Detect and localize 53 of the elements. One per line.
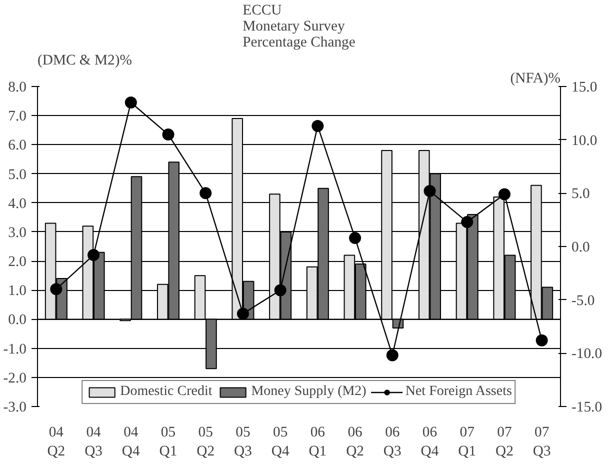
x-tick-label: 05 Q1 — [159, 424, 178, 460]
y-tick-label: 0.0 — [8, 312, 27, 328]
y2-tick-label: 15.0 — [572, 80, 598, 96]
x-tick-label: 07 Q1 — [458, 424, 476, 460]
y2-tick-label: 5.0 — [572, 186, 590, 202]
point — [461, 216, 474, 228]
y-tick-label: 2.0 — [8, 254, 27, 270]
y2-tick-label: -5.0 — [572, 292, 595, 309]
point — [200, 187, 212, 200]
y-tick-label: 3.0 — [8, 224, 27, 241]
point — [274, 284, 286, 296]
y-axis-title: (DMC & M2)% — [38, 52, 132, 68]
point — [88, 249, 100, 262]
x-tick-label: 04 Q4 — [122, 424, 141, 460]
x-tick-label: 06 Q2 — [346, 424, 364, 460]
legend-label: Net Foreign Assets — [405, 384, 512, 400]
point — [162, 128, 174, 140]
y-tick-label: -2.0 — [3, 370, 26, 386]
y-tick-label: -1.0 — [3, 341, 26, 358]
chart-title: ECCU Monetary Survey Percentage Change — [242, 2, 356, 50]
y-tick-label: 8.0 — [8, 80, 27, 96]
point — [236, 308, 249, 320]
x-tick-label: 05 Q4 — [271, 424, 290, 460]
y2-tick-label: -15.0 — [572, 400, 602, 416]
legend-label: Domestic Credit — [120, 384, 212, 400]
x-tick-label: 05 Q3 — [234, 424, 252, 460]
point — [498, 188, 510, 200]
point — [124, 96, 137, 108]
point — [312, 120, 324, 132]
point — [50, 283, 62, 296]
y-tick-label: 4.0 — [8, 196, 27, 212]
y-tick-label: 1.0 — [8, 283, 27, 300]
point — [424, 185, 436, 198]
y2-tick-label: 10.0 — [572, 132, 598, 149]
x-tick-label: 06 Q1 — [308, 424, 327, 460]
x-tick-label: 07 Q3 — [532, 424, 551, 460]
y2-axis-title: (NFA)% — [510, 70, 560, 86]
y2-tick-label: -10.0 — [572, 346, 602, 362]
y2-tick-label: 0.0 — [572, 240, 590, 256]
point — [536, 334, 548, 346]
point — [349, 232, 362, 244]
legend-label: Money Supply (M2) — [251, 384, 366, 400]
x-tick-label: 06 Q4 — [420, 424, 440, 460]
x-tick-label: 05 Q2 — [196, 424, 215, 460]
point — [386, 349, 398, 362]
y-tick-label: 6.0 — [8, 138, 27, 154]
x-tick-label: 04 Q2 — [47, 424, 66, 460]
x-tick-label: 06 Q3 — [383, 424, 402, 460]
y-tick-label: -3.0 — [3, 400, 26, 416]
x-tick-label: 04 Q3 — [84, 424, 102, 460]
y-tick-label: 7.0 — [8, 108, 27, 125]
x-tick-label: 07 Q2 — [496, 424, 514, 460]
y-tick-label: 5.0 — [8, 166, 27, 183]
